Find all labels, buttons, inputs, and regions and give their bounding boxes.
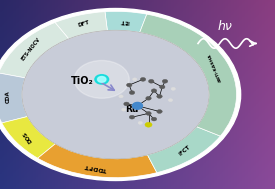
Circle shape [129,91,135,94]
Text: CDA: CDA [6,91,11,104]
Circle shape [168,99,173,102]
Circle shape [98,77,106,82]
Circle shape [145,122,152,127]
Text: IET: IET [120,18,130,24]
Circle shape [151,117,157,121]
Circle shape [157,94,162,98]
Circle shape [119,95,123,98]
Circle shape [171,87,175,90]
Circle shape [95,75,109,84]
Circle shape [74,60,129,98]
Circle shape [148,79,154,83]
Circle shape [160,85,165,89]
Circle shape [146,112,151,115]
Circle shape [0,9,241,180]
Circle shape [22,30,209,159]
Wedge shape [147,127,220,173]
Text: DOS: DOS [22,130,34,144]
Text: TDDFT: TDDFT [85,163,109,172]
Wedge shape [2,116,55,158]
Wedge shape [0,73,28,123]
Text: Ru: Ru [125,105,139,114]
Circle shape [146,96,151,100]
Circle shape [133,78,137,81]
Circle shape [140,77,146,81]
Wedge shape [55,12,107,39]
Circle shape [157,110,162,113]
Circle shape [126,83,132,87]
Circle shape [151,89,157,93]
Text: ANTI-KASHA: ANTI-KASHA [207,52,222,82]
Wedge shape [105,11,147,33]
Circle shape [133,102,142,109]
Circle shape [124,102,129,106]
Text: hν: hν [218,20,233,33]
Text: IFCT: IFCT [178,145,191,157]
Text: TiO₂: TiO₂ [71,76,94,86]
Circle shape [138,121,142,124]
Circle shape [129,115,135,119]
Circle shape [122,108,126,111]
Wedge shape [0,22,69,78]
Wedge shape [38,144,157,178]
Text: DFT: DFT [78,20,90,28]
Circle shape [162,79,168,83]
Text: ETS-NOCV: ETS-NOCV [20,37,42,62]
Wedge shape [140,14,236,136]
